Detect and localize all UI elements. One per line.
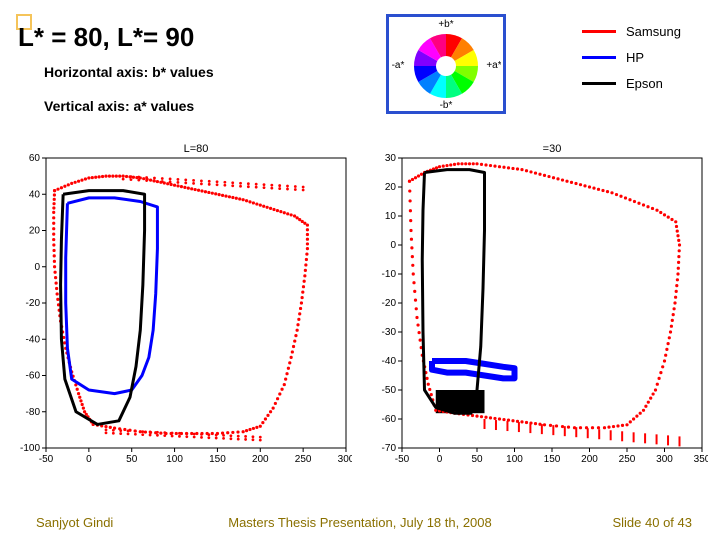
page-title: L* = 80, L*= 90	[18, 22, 194, 53]
footer-slide: Slide 40 of 43	[612, 515, 692, 530]
legend-item-hp: HP	[582, 44, 704, 70]
svg-text:-40: -40	[382, 356, 397, 367]
svg-text:350: 350	[694, 454, 708, 465]
svg-text:-a*: -a*	[392, 60, 405, 71]
svg-text:-10: -10	[382, 269, 397, 280]
chart-l90: -50050100150200250300350-70-60-50-40-30-…	[368, 140, 708, 470]
svg-text:0: 0	[390, 240, 396, 251]
legend-swatch-hp	[582, 56, 616, 59]
svg-text:-b*: -b*	[440, 100, 453, 110]
svg-text:20: 20	[385, 182, 397, 193]
svg-text:300: 300	[656, 454, 673, 465]
chart-l80: -50 0 50 100 150 200 250 300 -100 -80 -60 -40 -20 0 20…	[12, 140, 352, 470]
svg-text:-50: -50	[382, 385, 397, 396]
svg-text:60: 60	[29, 153, 41, 164]
svg-text:300: 300	[338, 454, 352, 465]
svg-text:0: 0	[86, 454, 92, 465]
svg-text:=30: =30	[543, 143, 562, 155]
svg-text:0: 0	[437, 454, 443, 465]
svg-text:150: 150	[209, 454, 226, 465]
svg-text:40: 40	[29, 189, 41, 200]
svg-text:-50: -50	[395, 454, 410, 465]
svg-text:-70: -70	[382, 443, 397, 454]
legend-swatch-epson	[582, 82, 616, 85]
cielab-color-wheel-panel: +b* -b* -a* +a*	[386, 14, 506, 114]
svg-text:-20: -20	[382, 298, 397, 309]
chart-l90-svg: -50050100150200250300350-70-60-50-40-30-…	[368, 140, 708, 470]
svg-text:+a*: +a*	[486, 60, 501, 71]
chart-l80-svg: -50 0 50 100 150 200 250 300 -100 -80 -60 -40 -20 0 20…	[12, 140, 352, 470]
svg-text:250: 250	[295, 454, 312, 465]
svg-text:-50: -50	[39, 454, 54, 465]
svg-text:100: 100	[166, 454, 183, 465]
svg-text:-100: -100	[20, 443, 40, 454]
cielab-color-wheel-icon: +b* -b* -a* +a*	[391, 18, 501, 110]
svg-text:20: 20	[29, 226, 41, 237]
svg-text:100: 100	[506, 454, 523, 465]
svg-text:-60: -60	[382, 414, 397, 425]
svg-text:50: 50	[126, 454, 138, 465]
svg-text:150: 150	[544, 454, 561, 465]
svg-text:10: 10	[385, 211, 397, 222]
legend-label-hp: HP	[626, 50, 644, 65]
legend-swatch-samsung	[582, 30, 616, 33]
legend-label-epson: Epson	[626, 76, 663, 91]
svg-text:0: 0	[34, 262, 40, 273]
svg-text:30: 30	[385, 153, 397, 164]
legend-label-samsung: Samsung	[626, 24, 681, 39]
svg-text:-20: -20	[26, 298, 41, 309]
vertical-axis-caption: Vertical axis: a* values	[44, 98, 194, 114]
svg-text:200: 200	[252, 454, 269, 465]
svg-text:250: 250	[619, 454, 636, 465]
legend-item-samsung: Samsung	[582, 18, 704, 44]
svg-text:-30: -30	[382, 327, 397, 338]
svg-text:+b*: +b*	[438, 19, 453, 30]
legend: Samsung HP Epson	[582, 18, 704, 96]
svg-text:200: 200	[581, 454, 598, 465]
horizontal-axis-caption: Horizontal axis: b* values	[44, 64, 214, 80]
svg-text:-60: -60	[26, 371, 41, 382]
svg-text:50: 50	[471, 454, 483, 465]
legend-item-epson: Epson	[582, 70, 704, 96]
svg-text:-40: -40	[26, 334, 41, 345]
svg-text:L=80: L=80	[184, 143, 209, 155]
svg-text:-80: -80	[26, 407, 41, 418]
